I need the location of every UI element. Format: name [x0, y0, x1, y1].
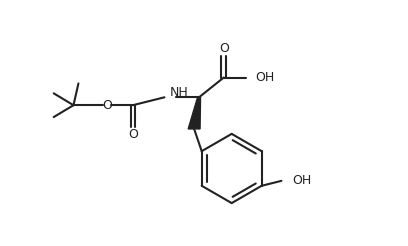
Text: O: O	[128, 128, 138, 141]
Text: O: O	[102, 99, 112, 112]
Text: OH: OH	[255, 71, 275, 84]
Text: OH: OH	[292, 174, 312, 187]
Text: O: O	[219, 42, 229, 55]
Polygon shape	[188, 97, 201, 129]
Text: NH: NH	[169, 86, 188, 99]
